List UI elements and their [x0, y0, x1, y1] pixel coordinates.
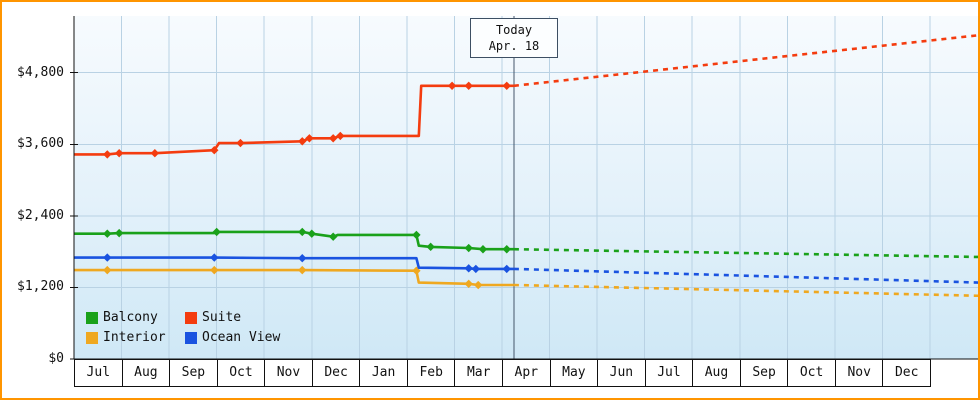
x-month-cell: May [549, 359, 599, 387]
x-month-cell: Oct [216, 359, 266, 387]
y-tick-label: $2,400 [17, 208, 64, 223]
x-month-cell: Jul [74, 359, 123, 387]
x-month-cell: Oct [787, 359, 836, 387]
x-month-cell: Aug [692, 359, 741, 387]
x-month-cell: Jun [597, 359, 646, 387]
legend-swatch-icon [185, 311, 197, 324]
legend-label: Suite [202, 310, 242, 325]
legend-label: Ocean View [202, 330, 281, 345]
legend-label: Interior [103, 330, 166, 345]
x-month-cell: Nov [834, 359, 884, 387]
legend-label: Balcony [103, 310, 158, 325]
x-month-cell: Mar [454, 359, 503, 387]
today-marker-label: Today Apr. 18 [470, 18, 558, 58]
x-month-cell: Dec [311, 359, 361, 387]
legend-item-interior: Interior [86, 330, 185, 345]
legend-swatch-icon [86, 331, 98, 344]
x-month-cell: Dec [882, 359, 931, 387]
y-tick-label: $4,800 [17, 65, 64, 80]
legend: Balcony Suite Interior Ocean View [86, 310, 280, 345]
x-month-cell: Sep [739, 359, 789, 387]
legend-item-balcony: Balcony [86, 310, 185, 325]
x-month-cell: Jan [359, 359, 408, 387]
x-month-cell: Nov [264, 359, 313, 387]
x-month-cell: Aug [121, 359, 171, 387]
legend-item-suite: Suite [185, 310, 280, 325]
x-month-cell: Sep [169, 359, 218, 387]
today-label-line2: Apr. 18 [488, 39, 540, 53]
x-month-cell: Feb [406, 359, 456, 387]
y-tick-label: $0 [48, 351, 64, 366]
x-month-cell: Apr [502, 359, 551, 387]
legend-swatch-icon [86, 311, 98, 324]
legend-item-ocean-view: Ocean View [185, 330, 280, 345]
x-month-cell: Jul [644, 359, 694, 387]
y-tick-label: $3,600 [17, 136, 64, 151]
y-tick-label: $1,200 [17, 279, 64, 294]
today-label-line1: Today [495, 23, 533, 37]
legend-swatch-icon [185, 331, 197, 344]
